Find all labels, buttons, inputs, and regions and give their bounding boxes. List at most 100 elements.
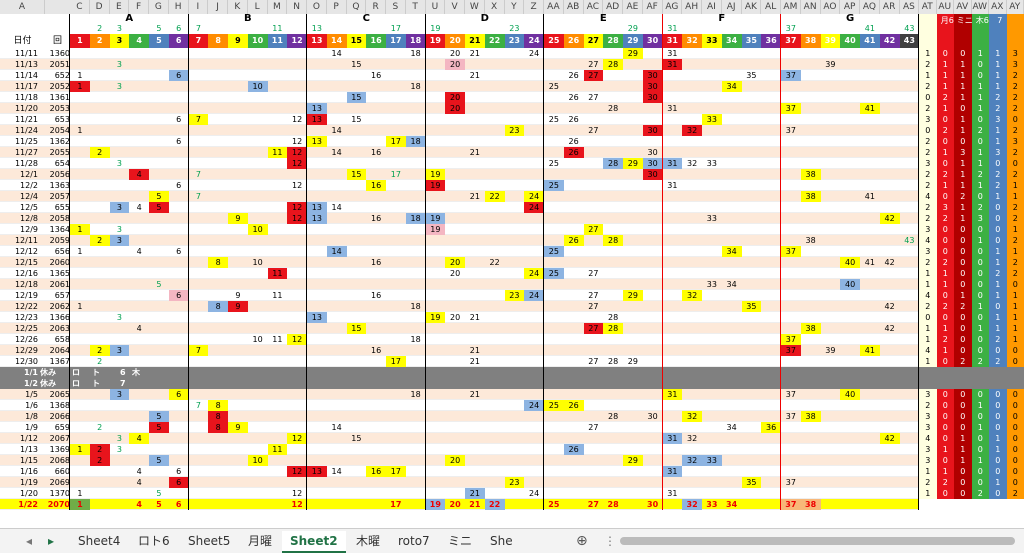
count: 1	[989, 48, 1007, 59]
count: 1	[1007, 224, 1024, 235]
cell: 37	[781, 499, 801, 510]
count: 1	[954, 169, 972, 180]
top-number: 13	[307, 24, 327, 34]
sheet-tab[interactable]: Sheet4	[70, 531, 128, 551]
count: 2	[919, 103, 937, 114]
column-header: AM	[781, 0, 801, 14]
top-number: 43	[900, 24, 920, 34]
count: 1	[972, 158, 990, 169]
cell: 26	[564, 235, 584, 246]
number-header: 1	[70, 34, 90, 48]
cell: 34	[722, 422, 742, 433]
cell: 37	[781, 70, 801, 81]
cell: 29	[623, 158, 643, 169]
sheet-tab[interactable]: ロト6	[130, 531, 178, 551]
kai: 1364	[45, 224, 70, 235]
group-label: B	[189, 14, 308, 24]
kai: 2058	[45, 213, 70, 224]
sheet-tab[interactable]: Sheet5	[180, 531, 238, 551]
cell: 2	[90, 422, 110, 433]
cell: 9	[228, 301, 248, 312]
scrollbar[interactable]	[620, 537, 1015, 545]
date: 12/30	[0, 356, 38, 367]
cell: 2	[90, 235, 110, 246]
cell: 12	[287, 433, 307, 444]
count: 1	[1007, 301, 1024, 312]
separator	[425, 14, 426, 510]
cell: 17	[386, 169, 406, 180]
count: 2	[989, 92, 1007, 103]
count: 0	[919, 312, 937, 323]
cell: 40	[840, 257, 860, 268]
cell: 7	[189, 400, 209, 411]
cell: 12	[287, 114, 307, 125]
cell: 6	[169, 114, 189, 125]
cell: 13	[307, 114, 327, 125]
count: 3	[919, 224, 937, 235]
date: 11/13	[0, 59, 38, 70]
cell: 16	[366, 345, 386, 356]
count: 3	[1007, 59, 1024, 70]
cell: 11	[268, 147, 288, 158]
count: 1	[989, 125, 1007, 136]
row-bg	[0, 158, 919, 169]
kai: 2069	[45, 477, 70, 488]
count: 2	[919, 81, 937, 92]
number-header: 35	[742, 34, 762, 48]
count: 4	[919, 191, 937, 202]
cell: 26	[564, 147, 584, 158]
sheet-tab[interactable]: roto7	[390, 531, 438, 551]
cell: 21	[465, 356, 485, 367]
cell: 5	[149, 202, 169, 213]
count: 2	[972, 202, 990, 213]
count: 1	[937, 323, 955, 334]
column-header: AS	[900, 0, 920, 14]
separator	[543, 14, 544, 510]
cell: 9	[228, 290, 248, 301]
count: 0	[937, 246, 955, 257]
count: 0	[972, 114, 990, 125]
cell: 2	[90, 356, 110, 367]
cell: 17	[386, 466, 406, 477]
sheet-tab[interactable]: ミニ	[440, 531, 480, 551]
cell: 14	[327, 147, 347, 158]
sheet-tab[interactable]: Sheet2	[282, 531, 346, 553]
count: 0	[954, 345, 972, 356]
number-header: 37	[781, 34, 801, 48]
cell: 25	[544, 158, 564, 169]
count: 0	[1007, 345, 1024, 356]
add-sheet[interactable]: ⊕	[568, 531, 596, 551]
cell: 21	[465, 488, 485, 499]
column-header: AO	[821, 0, 841, 14]
row-bg	[0, 147, 919, 158]
number-header: 22	[485, 34, 505, 48]
number-header: 29	[623, 34, 643, 48]
kai: 652	[45, 70, 70, 81]
sheet-tab[interactable]: 月曜	[240, 531, 280, 551]
count: 1	[1007, 290, 1024, 301]
column-header: X	[485, 0, 505, 14]
next-arrow[interactable]: ▸	[40, 531, 62, 551]
cell: 27	[584, 224, 604, 235]
date: 12/26	[0, 334, 38, 345]
note: ト	[92, 367, 114, 378]
count: 0	[937, 136, 955, 147]
cell: 40	[840, 389, 860, 400]
cell: 12	[287, 488, 307, 499]
separator	[918, 14, 919, 510]
cell: 26	[564, 70, 584, 81]
cell: 39	[821, 345, 841, 356]
count: 3	[919, 455, 937, 466]
kai: 2056	[45, 169, 70, 180]
count: 0	[954, 136, 972, 147]
count: 0	[989, 411, 1007, 422]
count: 0	[972, 290, 990, 301]
sheet-tab[interactable]: 木曜	[348, 531, 388, 551]
cell: 37	[781, 389, 801, 400]
prev-arrow[interactable]: ◂	[18, 531, 40, 551]
date: 12/5	[0, 202, 38, 213]
cell: 6	[169, 466, 189, 477]
sheet-tab[interactable]: She	[482, 531, 521, 551]
kai: 653	[45, 114, 70, 125]
count: 0	[937, 356, 955, 367]
